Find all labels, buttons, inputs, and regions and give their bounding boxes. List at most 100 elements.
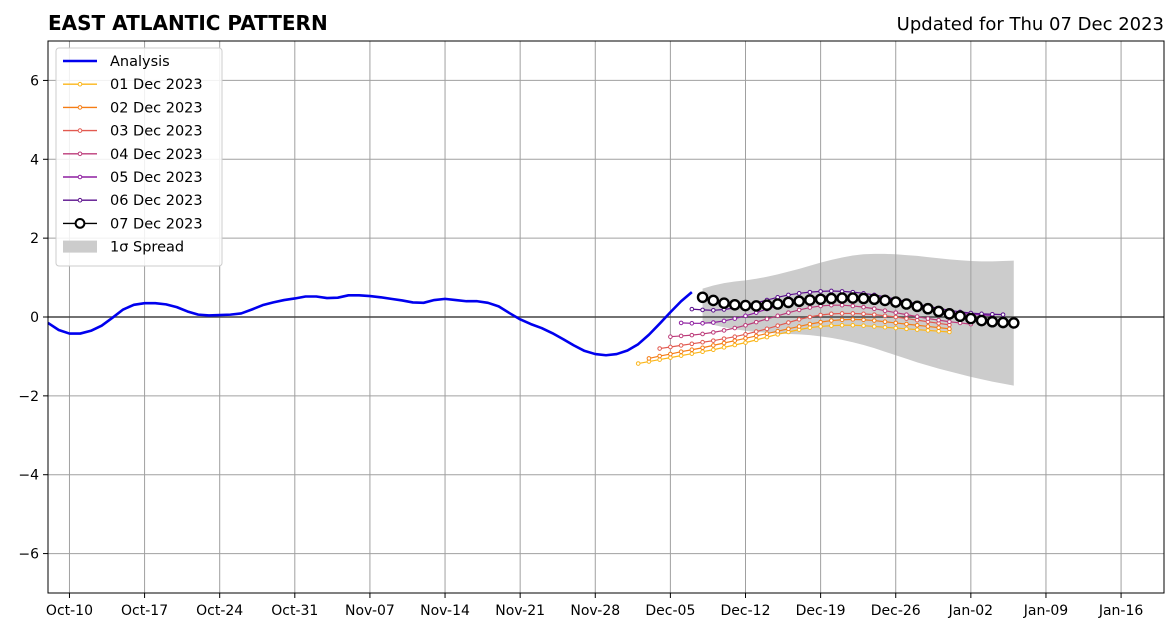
legend-label: 03 Dec 2023 xyxy=(110,124,203,140)
data-point xyxy=(743,322,748,328)
y-tick-label: 4 xyxy=(30,152,39,168)
x-tick-label: Dec-05 xyxy=(645,603,695,619)
data-point-current xyxy=(965,312,977,325)
data-point-current xyxy=(997,316,1009,329)
data-point-current xyxy=(922,302,934,315)
data-point xyxy=(711,307,716,313)
data-point xyxy=(861,304,866,310)
data-point-current xyxy=(696,291,709,304)
data-point xyxy=(914,327,920,332)
data-point xyxy=(743,313,748,319)
data-point xyxy=(732,338,738,343)
data-point xyxy=(796,324,802,329)
data-point xyxy=(850,303,856,309)
data-point-current xyxy=(771,298,784,310)
data-point xyxy=(764,326,770,332)
data-point xyxy=(700,321,705,326)
data-point xyxy=(850,317,856,322)
legend-marker xyxy=(77,128,83,133)
data-point xyxy=(925,316,931,321)
series-line xyxy=(659,312,950,350)
data-point xyxy=(753,319,759,325)
legend-marker xyxy=(77,174,83,180)
data-point xyxy=(721,340,727,346)
data-point xyxy=(721,328,727,333)
data-point xyxy=(807,321,813,327)
data-point xyxy=(775,323,780,328)
data-point xyxy=(689,321,695,326)
legend-entry: 04 Dec 2023 xyxy=(63,147,203,163)
data-point-current xyxy=(728,298,741,311)
data-point xyxy=(1000,312,1006,317)
data-point-current xyxy=(879,294,891,307)
x-tick-label: Oct-31 xyxy=(271,603,318,619)
data-point xyxy=(893,320,899,326)
data-point xyxy=(829,323,834,328)
legend-label: 06 Dec 2023 xyxy=(110,193,203,209)
x-tick-label: Oct-10 xyxy=(46,603,93,619)
data-point xyxy=(904,316,909,321)
data-point xyxy=(635,361,641,366)
data-point xyxy=(786,326,791,332)
data-point xyxy=(775,328,780,334)
data-point-current xyxy=(975,314,988,327)
legend-box xyxy=(55,47,223,267)
legend-entry: Analysis xyxy=(63,54,170,70)
data-point xyxy=(796,307,802,313)
data-point-current xyxy=(825,292,838,305)
data-point xyxy=(839,311,845,316)
legend-label: 01 Dec 2023 xyxy=(110,77,203,93)
series-forecast-1 xyxy=(646,317,952,361)
data-point xyxy=(689,332,695,338)
data-point xyxy=(882,308,888,313)
legend-marker xyxy=(77,151,83,157)
data-point xyxy=(689,347,695,353)
legend-entry: 01 Dec 2023 xyxy=(63,77,203,93)
data-point xyxy=(839,322,845,328)
data-point xyxy=(882,313,888,319)
legend-label: 04 Dec 2023 xyxy=(110,147,203,163)
data-point xyxy=(861,323,866,328)
data-point xyxy=(796,291,802,296)
legend-entry: 05 Dec 2023 xyxy=(63,170,203,186)
chart-subtitle: Updated for Thu 07 Dec 2023 xyxy=(897,14,1164,35)
data-point xyxy=(732,325,738,331)
legend-label: 1σ Spread xyxy=(110,240,184,256)
legend-marker xyxy=(77,105,83,110)
data-point xyxy=(914,314,920,319)
data-point-current xyxy=(868,293,881,306)
data-point xyxy=(678,343,684,348)
data-point xyxy=(753,333,759,339)
data-point xyxy=(668,344,673,350)
data-point xyxy=(711,347,716,353)
data-point xyxy=(904,326,909,332)
legend-label: Analysis xyxy=(110,54,170,70)
legend-label: 02 Dec 2023 xyxy=(110,100,203,116)
legend-label: 05 Dec 2023 xyxy=(110,170,203,186)
data-point xyxy=(732,334,738,340)
data-point xyxy=(721,318,727,324)
data-point xyxy=(678,353,684,358)
data-point xyxy=(657,346,662,351)
data-point xyxy=(711,320,716,325)
data-point-current xyxy=(707,294,720,307)
series-forecast-3 xyxy=(668,302,974,340)
data-point xyxy=(753,337,759,343)
y-tick-label: 6 xyxy=(30,73,39,89)
data-point xyxy=(850,322,856,328)
data-point-current xyxy=(782,296,795,309)
data-point xyxy=(947,326,952,332)
x-tick-label: Nov-28 xyxy=(570,603,620,619)
data-point-current xyxy=(761,299,773,311)
data-point xyxy=(700,345,705,351)
data-point-current xyxy=(911,300,923,313)
data-point xyxy=(721,336,727,341)
data-point xyxy=(689,306,695,312)
data-point-current xyxy=(847,292,859,304)
data-point-current xyxy=(932,305,945,318)
data-point xyxy=(807,314,813,320)
legend-entry: 03 Dec 2023 xyxy=(63,124,203,140)
x-tick-label: Oct-24 xyxy=(196,603,243,619)
data-point xyxy=(796,317,802,322)
data-point xyxy=(871,324,877,329)
